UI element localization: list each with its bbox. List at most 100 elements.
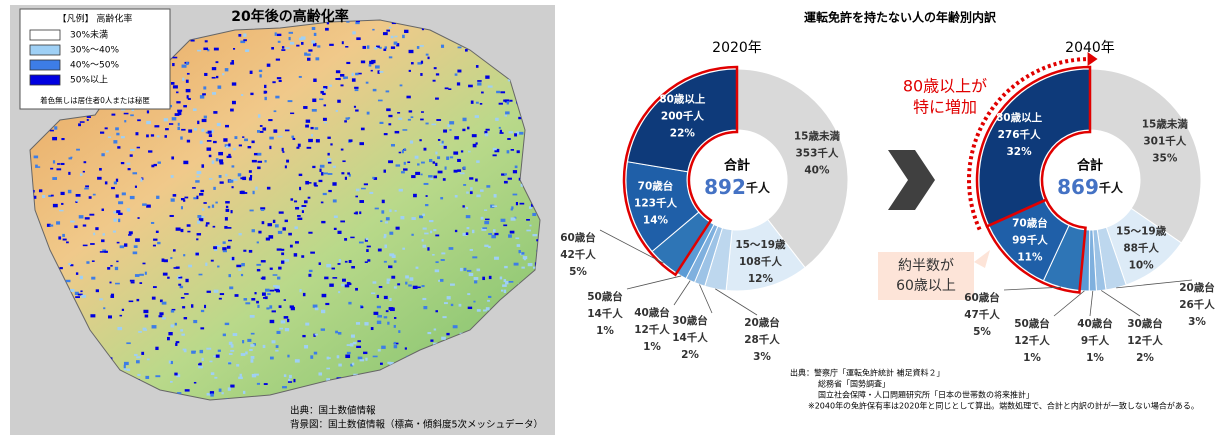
map-dot: [339, 259, 341, 262]
annotation-pointer: [974, 250, 990, 268]
map-dot: [176, 341, 180, 343]
map-dot: [483, 310, 487, 312]
map-dot: [488, 86, 493, 88]
legend-title: 【凡例】 高齢化率: [58, 13, 133, 25]
map-dot: [354, 87, 358, 89]
map-dot: [232, 82, 236, 85]
map-dot: [127, 369, 130, 371]
map-dot: [521, 267, 524, 269]
map-dot: [509, 131, 514, 133]
map-dot: [63, 239, 67, 241]
map-dot: [371, 60, 375, 63]
map-dot: [250, 344, 254, 347]
map-dot: [191, 304, 193, 307]
map-dot: [384, 245, 387, 248]
map-dot: [476, 195, 480, 198]
map-dot: [388, 160, 393, 163]
map-dot: [212, 67, 216, 70]
map-dot: [457, 82, 460, 85]
map-dot: [132, 172, 137, 174]
map-dot: [380, 220, 382, 222]
map-dot: [181, 229, 184, 232]
map-dot: [277, 277, 280, 280]
map-dot: [204, 73, 207, 76]
map-dot: [392, 255, 396, 258]
map-dot: [422, 214, 425, 216]
map-dot: [356, 37, 360, 40]
category-label: 15～19歳: [735, 238, 786, 251]
annotation: 特に増加: [913, 98, 977, 117]
share-label: 1%: [596, 325, 614, 337]
map-dot: [232, 165, 235, 167]
map-dot: [207, 140, 212, 142]
map-dot: [180, 286, 183, 288]
map-dot: [355, 73, 358, 75]
map-dot: [344, 120, 347, 122]
map-title: 20年後の高齢化率: [231, 8, 348, 25]
map-dot: [184, 293, 189, 295]
map-dot: [56, 168, 61, 170]
map-dot: [515, 166, 518, 169]
map-dot: [477, 82, 481, 85]
map-dot: [269, 137, 273, 140]
map-dot: [424, 148, 427, 151]
map-dot: [307, 147, 312, 149]
map-dot: [250, 71, 253, 74]
map-dot: [428, 175, 433, 177]
map-dot: [350, 237, 354, 239]
map-dot: [487, 300, 490, 302]
map-dot: [383, 49, 386, 51]
map-dot: [475, 115, 479, 118]
map-dot: [426, 54, 429, 56]
map-dot: [321, 310, 325, 313]
map-dot: [348, 302, 351, 305]
map-dot: [197, 221, 200, 224]
map-dot: [257, 153, 261, 156]
map-dot: [61, 163, 65, 165]
share-label: 32%: [1006, 146, 1032, 158]
map-dot: [277, 248, 282, 250]
map-dot: [336, 110, 338, 112]
map-dot: [504, 266, 508, 268]
map-dot: [476, 160, 479, 163]
share-label: 3%: [1188, 316, 1206, 328]
map-dot: [252, 229, 255, 232]
map-dot: [131, 282, 135, 284]
leader-line: [627, 276, 681, 289]
map-dot: [223, 138, 227, 141]
map-dot: [163, 273, 168, 276]
map-dot: [165, 128, 169, 130]
map-dot: [213, 111, 217, 114]
map-dot: [219, 389, 222, 392]
map-dot: [454, 136, 459, 139]
map-dot: [212, 205, 214, 208]
map-dot: [405, 282, 407, 285]
map-dot: [408, 285, 412, 287]
map-dot: [355, 109, 359, 111]
map-dot: [270, 357, 274, 360]
total-unit: 千人: [746, 180, 771, 195]
map-dot: [379, 122, 383, 124]
map-dot: [322, 294, 327, 297]
map-dot: [398, 118, 402, 120]
map-dot: [324, 104, 327, 106]
map-dot: [210, 393, 213, 396]
map-dot: [312, 27, 316, 30]
map-dot: [83, 224, 86, 226]
map-dot: [270, 320, 275, 323]
map-dot: [275, 96, 279, 99]
map-dot: [171, 310, 174, 313]
map-dot: [199, 363, 201, 366]
map-dot: [292, 138, 295, 140]
map-dot: [239, 144, 242, 146]
map-dot: [488, 296, 491, 298]
map-dot: [228, 387, 231, 390]
map-dot: [420, 119, 424, 121]
map-dot: [513, 194, 518, 196]
map-dot: [377, 321, 381, 324]
map-dot: [407, 161, 410, 163]
map-dot: [358, 357, 363, 360]
map-dot: [336, 70, 340, 73]
map-dot: [276, 59, 280, 61]
map-dot: [286, 160, 289, 163]
